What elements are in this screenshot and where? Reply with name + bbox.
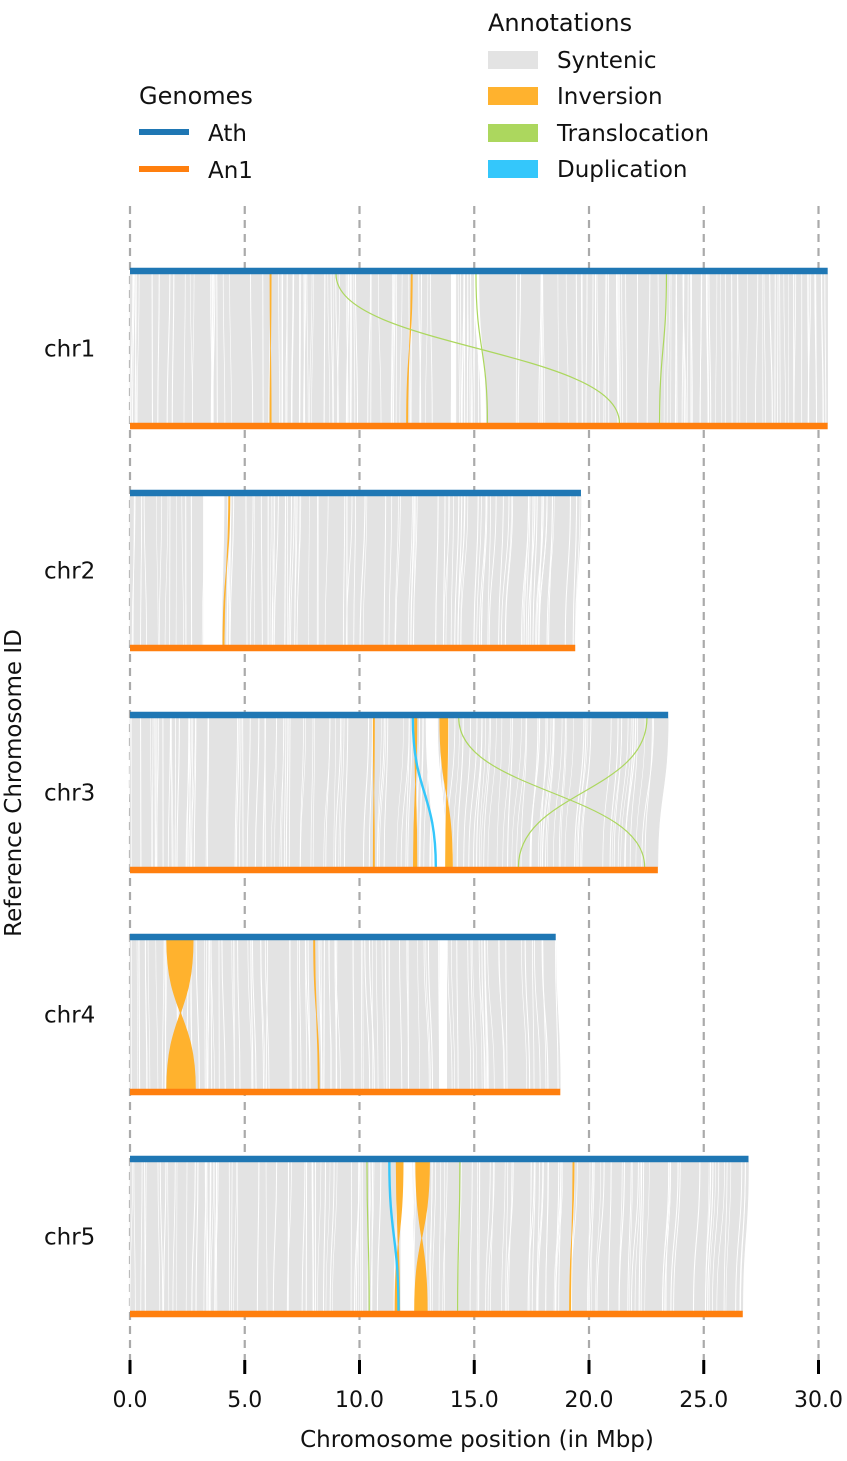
- legend-swatch-inversion: [488, 87, 538, 105]
- y-axis-label: Reference Chromosome ID: [1, 629, 27, 937]
- syntenic-texture: [361, 940, 362, 1089]
- legend-swatch-duplication: [488, 160, 538, 178]
- genomes-legend-title: Genomes: [139, 82, 253, 110]
- x-tick-label-0: 0.0: [113, 1388, 148, 1413]
- chromosome-label-chr4: chr4: [44, 1003, 95, 1029]
- legend-label-translocation: Translocation: [556, 121, 709, 147]
- x-tick-label-6: 30.0: [794, 1388, 843, 1413]
- annotations-legend: Annotations Syntenic Inversion Transloca…: [488, 9, 709, 183]
- x-tick-label-5: 25.0: [679, 1388, 728, 1413]
- chromosome-chr4: chr4: [44, 937, 560, 1092]
- chromosome-label-chr3: chr3: [44, 781, 95, 807]
- gap-chr1-0: [451, 274, 456, 423]
- legend-swatch-translocation: [488, 124, 538, 142]
- chromosome-chr3: chr3: [44, 715, 668, 870]
- syntenic-texture: [206, 940, 207, 1089]
- syntenic-texture: [777, 274, 778, 423]
- x-axis-ticks: 0.0 5.0 10.0 15.0 20.0 25.0 30.0: [113, 1360, 843, 1413]
- x-tick-label-1: 5.0: [227, 1388, 262, 1413]
- chromosome-panels: chr1 chr2 chr3 chr4 chr5: [44, 271, 828, 1314]
- syntenic-texture: [467, 274, 468, 423]
- x-tick-label-4: 20.0: [565, 1388, 614, 1413]
- syntenic-texture: [217, 274, 218, 423]
- x-tick-label-2: 10.0: [335, 1388, 384, 1413]
- chromosome-label-chr1: chr1: [44, 337, 95, 363]
- legend-label-an1: An1: [208, 158, 253, 184]
- syntenic-texture: [336, 940, 337, 1089]
- chromosome-chr2: chr2: [44, 493, 581, 648]
- legend-label-ath: Ath: [208, 121, 247, 147]
- syntenic-texture: [408, 940, 409, 1089]
- x-tick-label-3: 15.0: [450, 1388, 499, 1413]
- syntenic-texture: [139, 940, 140, 1089]
- gap-chr2-0: [203, 496, 224, 645]
- legend-label-syntenic: Syntenic: [557, 48, 657, 74]
- chromosome-chr5: chr5: [44, 1159, 749, 1314]
- chromosome-chr1: chr1: [44, 271, 828, 426]
- annotations-legend-title: Annotations: [488, 9, 632, 37]
- chromosome-label-chr5: chr5: [44, 1225, 95, 1251]
- syntenic-texture: [351, 1162, 352, 1311]
- legend-label-duplication: Duplication: [557, 157, 687, 183]
- legend-swatch-syntenic: [488, 51, 538, 69]
- genomes-legend: Genomes Ath An1: [139, 82, 253, 184]
- chromosome-label-chr2: chr2: [44, 559, 95, 585]
- legend-label-inversion: Inversion: [557, 84, 663, 110]
- gap-chr4-0: [440, 940, 447, 1089]
- syntenic-texture: [324, 940, 325, 1089]
- x-axis-label: Chromosome position (in Mbp): [300, 1427, 654, 1453]
